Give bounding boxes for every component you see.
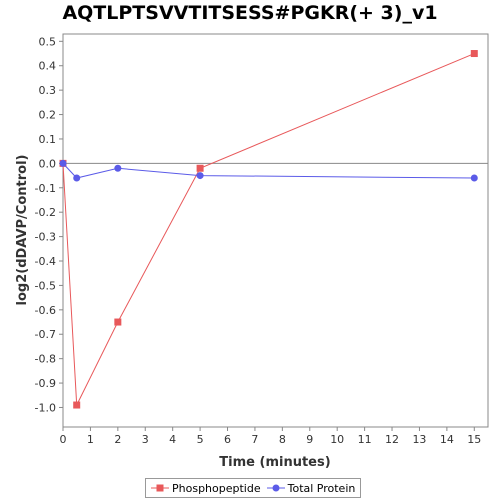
y-tick-label: -0.7	[35, 328, 56, 341]
x-tick-label: 3	[142, 433, 149, 446]
legend-item-phosphopeptide: Phosphopeptide	[151, 482, 261, 495]
y-axis: 0.5 0.4 0.3 0.2 0.1 0.0 -0.1 -0.2 -0.3 -0.4 -0.5 -0…	[35, 35, 63, 414]
y-tick-label: 0.2	[39, 109, 57, 122]
x-tick-label: 14	[440, 433, 454, 446]
x-tick-label: 8	[279, 433, 286, 446]
y-tick-label: 0.1	[39, 133, 57, 146]
x-tick-label: 11	[358, 433, 372, 446]
y-tick-label: 0.3	[39, 84, 57, 97]
legend-label: Phosphopeptide	[172, 481, 261, 495]
x-tick-label: 12	[385, 433, 399, 446]
data-point-circle	[114, 164, 122, 172]
y-tick-label: -0.5	[35, 279, 56, 292]
series-layer	[59, 50, 478, 409]
x-tick-label: 15	[467, 433, 481, 446]
y-tick-label: -1.0	[35, 401, 56, 414]
legend-square-marker-icon	[151, 484, 169, 492]
legend-item-total-protein: Total Protein	[266, 481, 356, 495]
y-tick-label: -0.3	[35, 231, 56, 244]
x-tick-label: 4	[169, 433, 176, 446]
y-tick-label: -0.9	[35, 377, 56, 390]
x-tick-label: 1	[87, 433, 94, 446]
x-axis: 0 1 2 3 4 5 6 7 8 9 10 11 12 13 14 15	[60, 427, 481, 446]
y-tick-label: -0.2	[35, 206, 56, 219]
x-tick-label: 7	[251, 433, 258, 446]
data-point-square	[114, 318, 122, 326]
y-tick-label: -0.4	[35, 255, 56, 268]
chart-title: AQTLPTSVVTITSESS#PGKR(+ 3)_v1	[62, 2, 438, 24]
y-axis-label: log2(dDAVP/Control)	[15, 155, 30, 306]
x-tick-label: 10	[330, 433, 344, 446]
x-tick-label: 0	[60, 433, 67, 446]
y-tick-label: 0.0	[39, 157, 57, 170]
data-point-square	[470, 50, 478, 58]
data-point-circle	[196, 172, 204, 180]
plot-area	[62, 33, 489, 428]
data-point-square	[196, 164, 204, 172]
data-point-circle	[470, 174, 478, 182]
data-point-square	[73, 401, 81, 409]
x-axis-label: Time (minutes)	[219, 455, 330, 470]
x-tick-label: 5	[197, 433, 204, 446]
x-tick-label: 2	[114, 433, 121, 446]
y-tick-label: 0.4	[39, 60, 57, 73]
legend: Phosphopeptide Total Protein	[145, 478, 362, 498]
x-tick-label: 13	[412, 433, 426, 446]
y-tick-label: -0.1	[35, 182, 56, 195]
y-tick-label: 0.5	[39, 35, 57, 48]
y-tick-label: -0.8	[35, 353, 56, 366]
legend-circle-marker-icon	[266, 484, 285, 492]
x-tick-label: 9	[306, 433, 313, 446]
x-tick-label: 6	[224, 433, 231, 446]
y-tick-label: -0.6	[35, 304, 56, 317]
legend-label: Total Protein	[287, 481, 356, 495]
data-point-circle	[59, 159, 67, 167]
data-point-circle	[73, 174, 81, 182]
